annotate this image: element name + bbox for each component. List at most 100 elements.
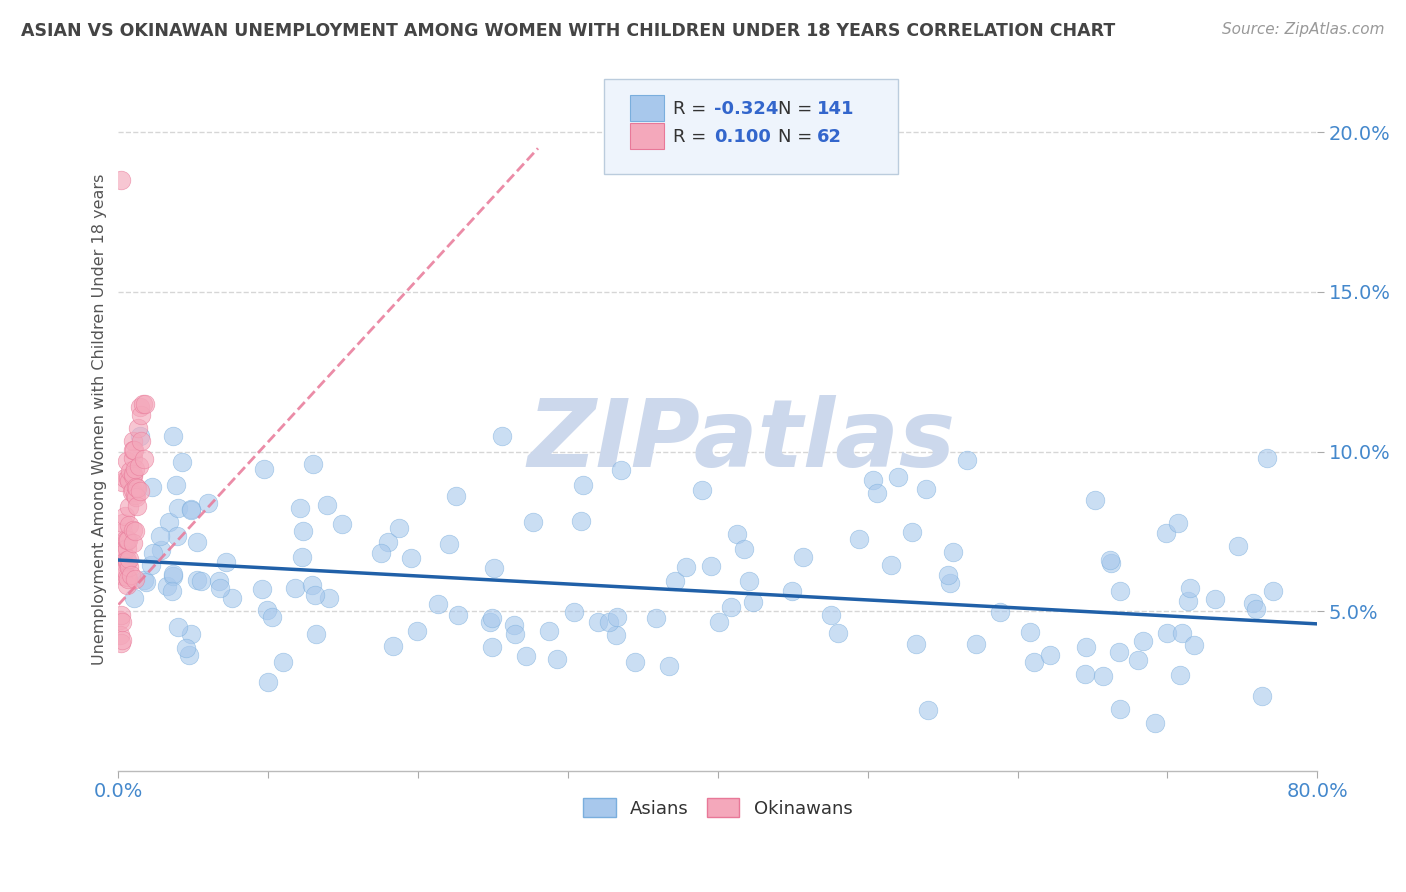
Point	[122, 443, 145, 458]
Text: N =: N =	[778, 100, 818, 119]
Point	[162, 567, 184, 582]
Point	[118, 474, 141, 488]
Point	[606, 610, 628, 624]
Point	[115, 555, 138, 569]
Point	[134, 397, 156, 411]
Point	[1128, 653, 1150, 667]
Point	[156, 579, 179, 593]
Point	[110, 632, 132, 647]
Point	[862, 473, 884, 487]
Point	[484, 561, 506, 575]
Point	[117, 533, 139, 547]
Point	[125, 480, 148, 494]
Point	[186, 535, 208, 549]
Point	[569, 514, 592, 528]
Point	[1171, 625, 1194, 640]
Point	[725, 527, 748, 541]
Point	[117, 559, 139, 574]
Point	[127, 499, 149, 513]
Point	[127, 481, 149, 495]
Point	[1241, 596, 1264, 610]
Point	[405, 624, 427, 639]
Point	[481, 611, 503, 625]
Point	[742, 595, 765, 609]
Point	[370, 546, 392, 560]
Point	[122, 443, 145, 458]
Point	[503, 627, 526, 641]
Point	[127, 421, 149, 435]
Point	[112, 562, 135, 576]
Point	[112, 516, 135, 530]
FancyBboxPatch shape	[630, 95, 664, 121]
Point	[1074, 666, 1097, 681]
Point	[291, 524, 314, 538]
Point	[481, 640, 503, 654]
Point	[782, 584, 804, 599]
Point	[114, 471, 136, 485]
Point	[305, 627, 328, 641]
Point	[167, 619, 190, 633]
Point	[125, 491, 148, 505]
Point	[1084, 493, 1107, 508]
Point	[118, 517, 141, 532]
Point	[291, 549, 314, 564]
Point	[162, 428, 184, 442]
Point	[447, 608, 470, 623]
Point	[866, 486, 889, 500]
Point	[1143, 715, 1166, 730]
Point	[388, 520, 411, 534]
Y-axis label: Unemployment Among Women with Children Under 18 years: Unemployment Among Women with Children U…	[93, 174, 107, 665]
Point	[1226, 539, 1249, 553]
Point	[1182, 638, 1205, 652]
Point	[124, 572, 146, 586]
Text: 0.100: 0.100	[714, 128, 770, 146]
Point	[115, 454, 138, 468]
Point	[1039, 648, 1062, 662]
FancyBboxPatch shape	[605, 79, 897, 174]
Text: R =: R =	[673, 128, 713, 146]
Point	[1022, 655, 1045, 669]
Point	[165, 478, 187, 492]
Point	[301, 578, 323, 592]
Point	[131, 408, 153, 422]
Point	[664, 574, 686, 588]
Text: ASIAN VS OKINAWAN UNEMPLOYMENT AMONG WOMEN WITH CHILDREN UNDER 18 YEARS CORRELAT: ASIAN VS OKINAWAN UNEMPLOYMENT AMONG WOM…	[21, 22, 1115, 40]
Point	[110, 628, 132, 642]
Point	[157, 515, 180, 529]
Point	[1167, 516, 1189, 530]
Point	[610, 463, 633, 477]
Point	[562, 606, 585, 620]
Point	[700, 559, 723, 574]
Point	[271, 655, 294, 669]
Point	[605, 628, 627, 642]
Point	[115, 541, 138, 556]
Point	[122, 434, 145, 448]
Point	[437, 536, 460, 550]
Text: Source: ZipAtlas.com: Source: ZipAtlas.com	[1222, 22, 1385, 37]
Point	[120, 567, 142, 582]
Point	[149, 529, 172, 543]
Point	[162, 568, 184, 582]
Point	[115, 532, 138, 546]
Point	[879, 558, 901, 572]
Point	[572, 478, 595, 492]
Point	[141, 480, 163, 494]
Point	[128, 428, 150, 442]
Point	[316, 498, 339, 512]
Point	[129, 483, 152, 498]
Point	[1074, 640, 1097, 654]
Point	[121, 483, 143, 497]
Point	[179, 648, 201, 662]
Point	[288, 501, 311, 516]
Point	[1099, 557, 1122, 571]
Point	[1178, 582, 1201, 596]
Point	[262, 610, 284, 624]
Point	[1177, 593, 1199, 607]
Point	[302, 457, 325, 471]
Text: ZIPatlas: ZIPatlas	[527, 394, 956, 487]
Point	[174, 640, 197, 655]
Point	[128, 458, 150, 473]
Point	[134, 574, 156, 588]
Point	[122, 467, 145, 482]
Point	[110, 173, 132, 187]
